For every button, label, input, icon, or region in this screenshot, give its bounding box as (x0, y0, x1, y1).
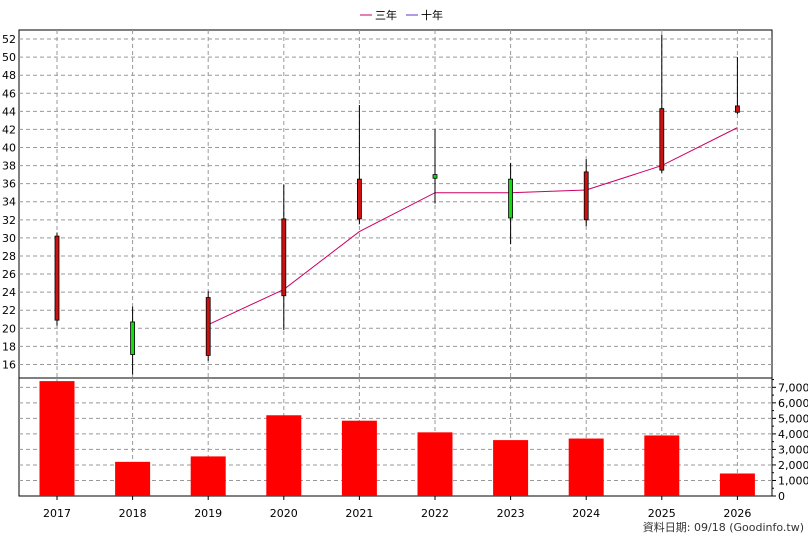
price-y-tick-label: 30 (2, 232, 16, 245)
legend-label-ten-year: 十年 (421, 8, 443, 22)
candle-body (54, 235, 60, 321)
x-tick-label: 2017 (43, 507, 71, 520)
legend-label-three-year: 三年 (375, 8, 397, 22)
candlestick (583, 159, 589, 227)
candle-body (432, 174, 438, 179)
candle-body (356, 178, 362, 220)
data-source-footer: 資料日期: 09/18 (Goodinfo.tw) (643, 520, 804, 534)
x-tick-label: 2020 (270, 507, 298, 520)
price-y-tick-label: 48 (2, 69, 16, 82)
volume-bar (341, 420, 377, 496)
three-year-average-line (207, 127, 738, 326)
price-y-tick-label: 42 (2, 123, 16, 136)
volume-y-tick-label: 1,000 (778, 474, 808, 487)
candlesticks (54, 34, 740, 375)
volume-y-tick-label: 0 (778, 490, 785, 503)
volume-panel: 0 1,000 2,000 3,000 4,000 5,000 6,000 7,000 (18, 377, 808, 503)
candle-body (735, 105, 740, 113)
price-panel: 16 18 20 22 24 26 28 30 32 34 36 38 40 42 44 46 48 50 52 (2, 29, 773, 379)
volume-bar (115, 461, 151, 496)
x-tick-label: 2024 (572, 507, 600, 520)
price-y-tick-label: 44 (2, 105, 16, 118)
price-y-tick-label: 18 (2, 340, 16, 353)
candle-body (281, 218, 287, 297)
volume-bars (39, 381, 755, 496)
price-y-tick-label: 28 (2, 250, 16, 263)
price-y-axis-ticks: 16 18 20 22 24 26 28 30 32 34 36 38 40 42 44 46 48 50 52 (2, 33, 16, 371)
candlestick (508, 162, 514, 245)
x-tick-label: 2026 (723, 507, 751, 520)
price-y-tick-label: 22 (2, 304, 16, 317)
candle-body (205, 297, 211, 356)
candlestick (356, 105, 362, 225)
volume-y-tick-label: 5,000 (778, 412, 808, 425)
candle-body (130, 321, 136, 355)
x-axis-ticks: 2017 2018 2019 2020 2021 2022 2023 2024 2025 2026 (43, 496, 751, 520)
volume-y-tick-label: 4,000 (778, 428, 808, 441)
price-y-tick-label: 40 (2, 142, 16, 155)
price-y-tick-label: 24 (2, 286, 16, 299)
candle-body (583, 171, 589, 221)
price-y-tick-label: 46 (2, 87, 16, 100)
candle-body (659, 108, 665, 171)
legend: 三年 十年 (360, 8, 443, 22)
candlestick (205, 291, 211, 361)
volume-bar (493, 440, 529, 496)
volume-y-axis-ticks: 0 1,000 2,000 3,000 4,000 5,000 6,000 7,000 (772, 379, 808, 503)
x-tick-label: 2023 (497, 507, 525, 520)
candlestick (54, 232, 60, 326)
price-y-tick-label: 16 (2, 358, 16, 371)
candlestick (735, 57, 740, 115)
price-y-tick-label: 50 (2, 51, 16, 64)
volume-bar (266, 415, 302, 496)
price-y-tick-label: 34 (2, 196, 16, 209)
volume-y-tick-label: 7,000 (778, 381, 808, 394)
price-y-tick-label: 36 (2, 178, 16, 191)
x-tick-label: 2025 (648, 507, 676, 520)
candlestick (281, 184, 287, 331)
x-tick-label: 2021 (345, 507, 373, 520)
volume-bar (568, 438, 604, 496)
volume-y-tick-label: 6,000 (778, 397, 808, 410)
price-y-tick-label: 52 (2, 33, 16, 46)
price-y-tick-label: 26 (2, 268, 16, 281)
price-panel-frame (18, 29, 773, 379)
volume-y-tick-label: 2,000 (778, 459, 808, 472)
candle-body (508, 178, 514, 219)
volume-bar (719, 473, 755, 496)
x-tick-label: 2019 (194, 507, 222, 520)
candlestick (432, 129, 438, 204)
candlestick (659, 34, 665, 173)
volume-bar (39, 381, 75, 496)
x-tick-label: 2022 (421, 507, 449, 520)
volume-bar (417, 432, 453, 496)
price-y-tick-label: 38 (2, 160, 16, 173)
volume-bar (644, 435, 680, 496)
candlestick (130, 306, 136, 375)
volume-bar (190, 456, 226, 496)
price-y-tick-label: 32 (2, 214, 16, 227)
price-y-tick-label: 20 (2, 322, 16, 335)
volume-y-tick-label: 3,000 (778, 443, 808, 456)
series-line (207, 127, 738, 326)
x-tick-label: 2018 (119, 507, 147, 520)
